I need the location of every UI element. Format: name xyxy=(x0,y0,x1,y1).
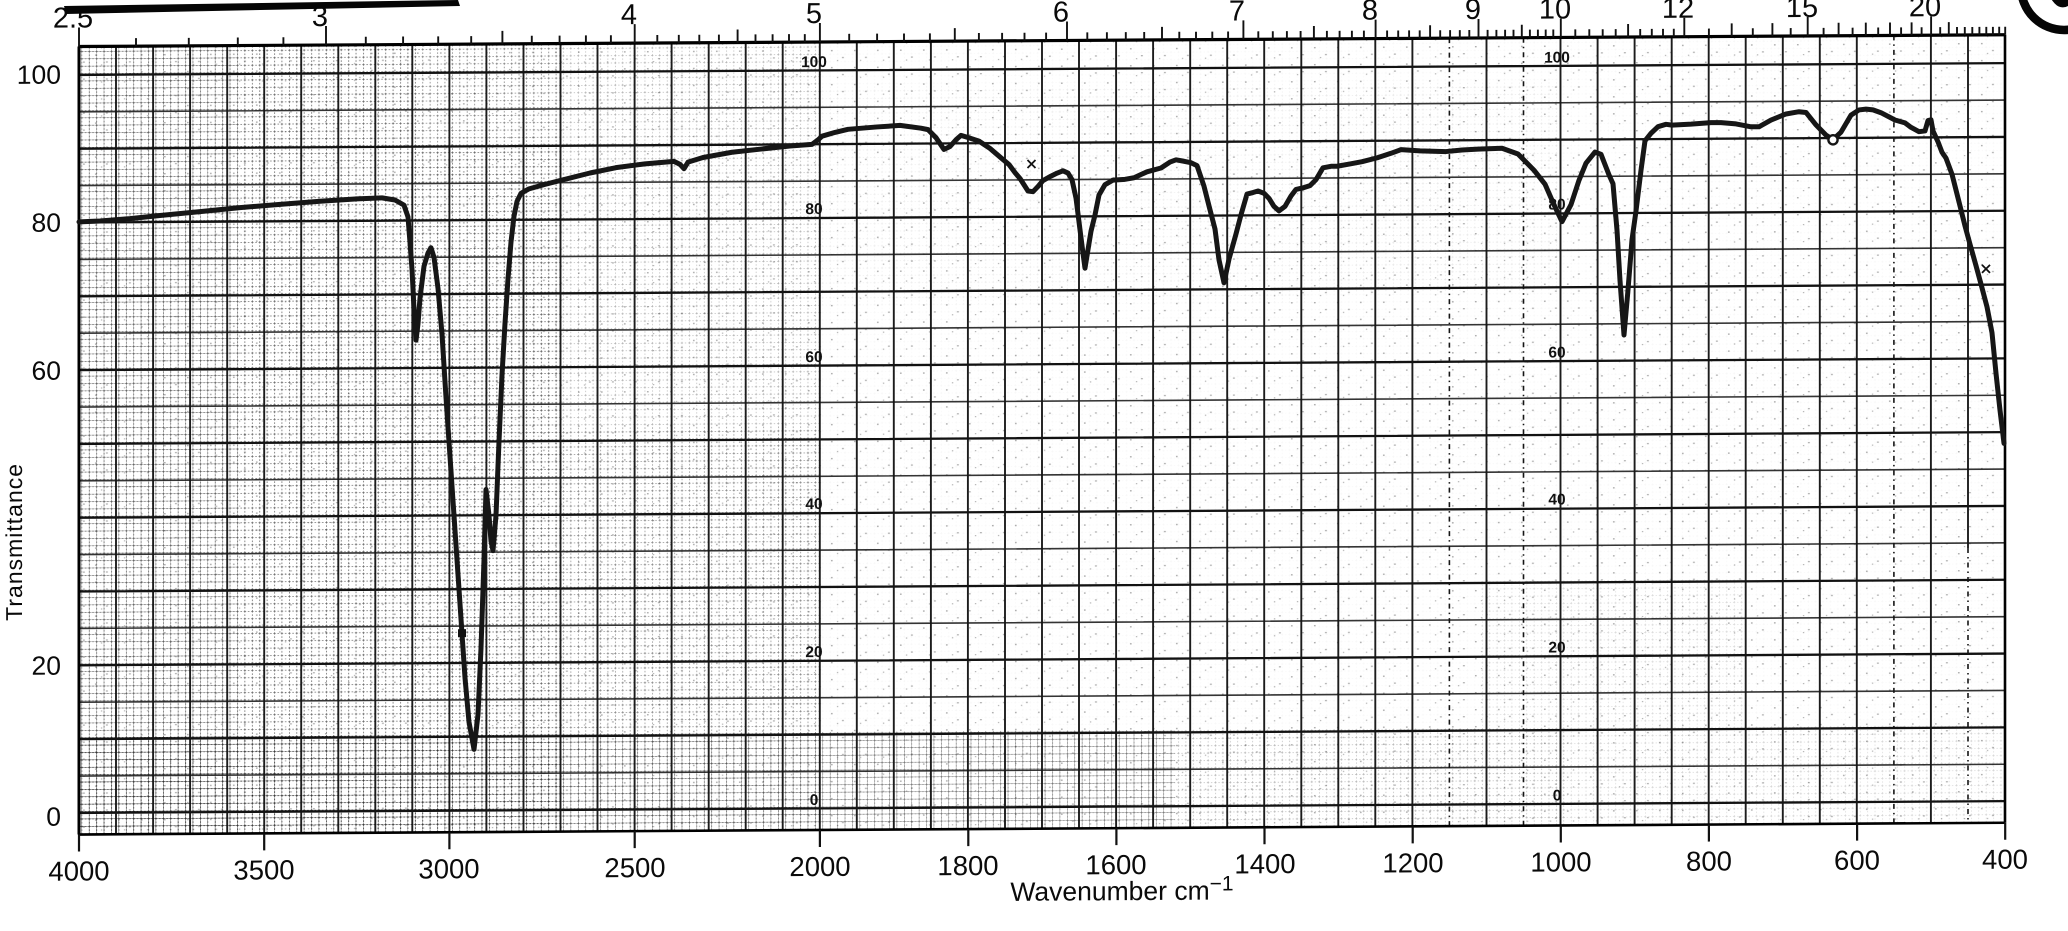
svg-text:80: 80 xyxy=(805,201,822,218)
svg-text:3500: 3500 xyxy=(233,854,294,885)
svg-text:100: 100 xyxy=(801,54,827,71)
svg-text:3: 3 xyxy=(312,1,328,33)
svg-text:800: 800 xyxy=(1686,845,1732,876)
svg-text:0: 0 xyxy=(1553,787,1562,804)
svg-text:20: 20 xyxy=(1548,639,1565,656)
svg-text:12: 12 xyxy=(1662,0,1694,25)
svg-text:Wavenumber cm−1: Wavenumber cm−1 xyxy=(1010,872,1233,906)
svg-text:2000: 2000 xyxy=(789,851,850,882)
svg-text:6: 6 xyxy=(1053,0,1069,29)
svg-text:10: 10 xyxy=(1539,0,1571,26)
svg-text:100: 100 xyxy=(1544,49,1570,66)
svg-text:20: 20 xyxy=(805,644,822,661)
svg-text:1000: 1000 xyxy=(1530,846,1591,877)
svg-text:80: 80 xyxy=(32,208,61,238)
svg-text:400: 400 xyxy=(1982,844,2028,875)
svg-text:20: 20 xyxy=(1909,0,1941,23)
svg-text:2500: 2500 xyxy=(604,852,665,883)
svg-text:60: 60 xyxy=(1548,344,1565,361)
svg-text:3000: 3000 xyxy=(418,853,479,884)
svg-text:60: 60 xyxy=(32,356,61,386)
svg-text:1400: 1400 xyxy=(1234,848,1295,879)
svg-text:1600: 1600 xyxy=(1085,849,1146,880)
svg-text:Transmittance: Transmittance xyxy=(1,463,27,621)
svg-text:1800: 1800 xyxy=(937,850,998,881)
svg-text:60: 60 xyxy=(805,349,822,366)
svg-text:40: 40 xyxy=(1548,491,1565,508)
svg-text:0: 0 xyxy=(810,792,819,809)
svg-text:100: 100 xyxy=(17,60,61,90)
svg-text:20: 20 xyxy=(32,651,61,681)
svg-text:9: 9 xyxy=(1465,0,1481,26)
svg-text:600: 600 xyxy=(1834,845,1880,876)
svg-text:5: 5 xyxy=(806,0,822,30)
svg-text:1200: 1200 xyxy=(1382,847,1443,878)
svg-text:4: 4 xyxy=(621,0,637,31)
svg-text:0: 0 xyxy=(46,802,61,832)
svg-text:4000: 4000 xyxy=(48,855,109,886)
svg-text:8: 8 xyxy=(1362,0,1378,27)
svg-text:40: 40 xyxy=(805,496,822,513)
svg-text:7: 7 xyxy=(1229,0,1245,27)
svg-text:15: 15 xyxy=(1786,0,1818,24)
